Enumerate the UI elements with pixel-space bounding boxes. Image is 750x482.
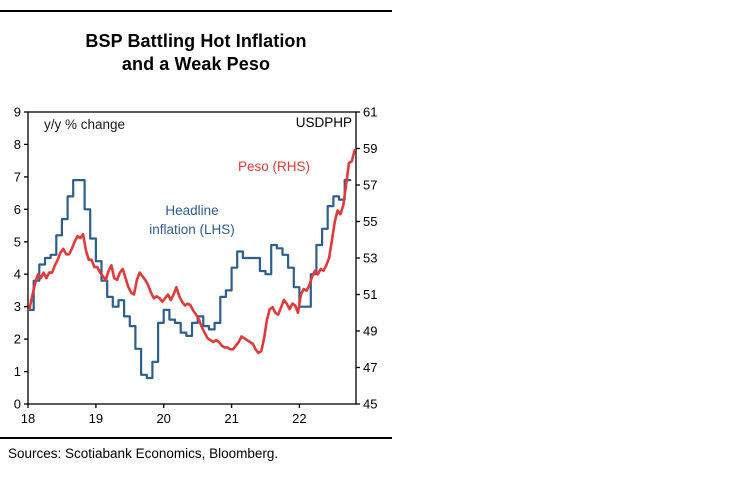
left-axis-unit-label: y/y % change <box>44 117 126 132</box>
right-axis-tick-label: 51 <box>363 287 377 302</box>
left-axis-tick-label: 4 <box>14 267 21 282</box>
left-axis-tick-label: 9 <box>14 105 21 120</box>
top-rule <box>0 10 392 12</box>
right-axis-tick-label: 45 <box>363 397 377 412</box>
peso-series-label: Peso (RHS) <box>238 159 311 174</box>
right-axis-tick-label: 49 <box>363 324 377 339</box>
left-axis-tick-label: 6 <box>14 202 21 217</box>
bottom-rule <box>0 437 392 439</box>
x-axis-tick-label: 18 <box>21 411 35 426</box>
inflation-series-label-line2: inflation (LHS) <box>149 221 235 237</box>
chart-panel: BSP Battling Hot Inflation and a Weak Pe… <box>0 10 392 461</box>
right-axis-unit-label: USDPHP <box>295 115 352 130</box>
chart-area: 0 1 2 3 4 5 6 7 8 9 45 47 49 51 53 55 57 59 61 18 19 20 21 22 y… <box>0 100 392 436</box>
inflation-series-label: Headline inflation (LHS) <box>127 202 257 240</box>
left-axis-tick-label: 1 <box>14 364 21 379</box>
right-axis-tick-label: 47 <box>363 360 377 375</box>
x-axis-tick-label: 22 <box>292 411 306 426</box>
inflation-line <box>26 179 352 380</box>
right-axis-tick-label: 57 <box>363 178 377 193</box>
left-axis-tick-label: 7 <box>14 169 21 184</box>
left-axis-tick-label: 5 <box>14 234 21 249</box>
inflation-series-label-line1: Headline <box>165 203 219 218</box>
x-axis-tick-label: 20 <box>156 411 170 426</box>
right-axis-tick-label: 61 <box>363 105 377 120</box>
source-note: Sources: Scotiabank Economics, Bloomberg… <box>8 446 279 461</box>
chart-title-line2: and a Weak Peso <box>121 54 271 75</box>
plot-frame <box>27 111 357 405</box>
right-axis-tick-label: 55 <box>363 214 377 229</box>
left-axis-tick-label: 3 <box>14 299 21 314</box>
x-axis-tick-label: 21 <box>224 411 238 426</box>
left-axis-tick-label: 8 <box>14 137 21 152</box>
right-axis-tick-label: 59 <box>363 141 377 156</box>
right-axis-tick-label: 53 <box>363 251 377 266</box>
chart-title-line1: BSP Battling Hot Inflation <box>85 31 307 51</box>
x-axis-tick-label: 19 <box>89 411 103 426</box>
chart-title: BSP Battling Hot Inflation and a Weak Pe… <box>0 30 392 77</box>
left-axis-tick-label: 2 <box>14 332 21 347</box>
peso-line <box>28 149 356 355</box>
left-axis-tick-label: 0 <box>14 397 21 412</box>
